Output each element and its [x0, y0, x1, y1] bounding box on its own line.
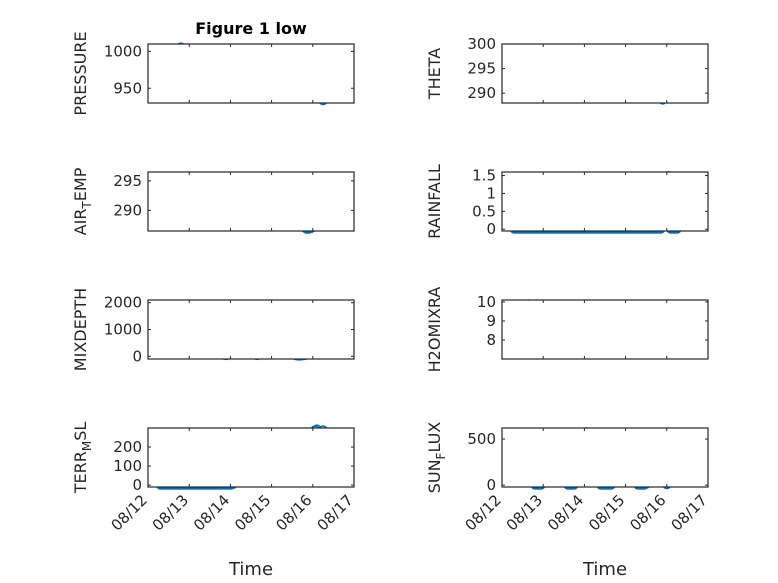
y-tick-label: 2000 [104, 294, 142, 312]
y-tick-label: 0.5 [472, 202, 496, 220]
y-axis-label: RAINFALL [425, 164, 444, 239]
y-tick-label: 1000 [104, 42, 142, 60]
y-tick-label: 500 [467, 430, 496, 448]
y-axis-label: TERRMSL [71, 422, 94, 495]
axes-frame [501, 171, 709, 232]
subplot-second-left: 290 295 AIRTEMP [71, 167, 355, 235]
subplot-top-right: 290 295 300 THETA [425, 35, 709, 105]
y-tick-label: 8 [486, 331, 496, 349]
y-tick-label: 950 [113, 79, 142, 97]
x-tick-label: 08/12 [462, 491, 505, 534]
x-tick-label: 08/17 [314, 491, 357, 534]
y-tick-label: 290 [113, 201, 142, 219]
y-tick-label: 1000 [104, 321, 142, 339]
y-axis-label: SUNFLUX [425, 422, 448, 494]
y-tick-label: 0 [132, 476, 142, 494]
x-tick-label: 08/15 [585, 491, 628, 534]
y-axis-label: PRESSURE [71, 31, 90, 115]
subplot-top-left: 950 1000 PRESSURE Figure 1 low [71, 19, 355, 116]
axes-frame [501, 427, 709, 488]
axes-frame [147, 171, 355, 232]
x-tick-label: 08/16 [626, 491, 669, 534]
axes-frame [147, 427, 355, 488]
y-tick-label: 9 [486, 312, 496, 330]
subplot-second-right: 00.511.5 RAINFALL [425, 164, 709, 239]
x-axis-label: Time [228, 559, 273, 580]
figure-title: Figure 1 low [195, 19, 307, 38]
x-axis-label: Time [582, 559, 627, 580]
y-axis-label: H2OMIXRA [425, 287, 444, 373]
axes-frame [147, 299, 355, 360]
y-tick-label: 100 [113, 457, 142, 475]
y-tick-label: 10 [477, 293, 496, 311]
axes-frame [501, 299, 709, 360]
y-tick-label: 300 [467, 35, 496, 53]
y-tick-label: 290 [467, 84, 496, 102]
axes-frame [147, 43, 355, 104]
x-tick-label: 08/13 [503, 491, 546, 534]
y-tick-label: 1 [486, 184, 496, 202]
x-tick-label: 08/13 [149, 491, 192, 534]
y-tick-label: 295 [113, 172, 142, 190]
subplot-third-left: 0 1000 2000 MIXDEPTH [71, 288, 355, 371]
axes-frame [501, 43, 709, 104]
y-axis-label: MIXDEPTH [71, 288, 90, 371]
x-tick-label: 08/12 [108, 491, 151, 534]
x-tick-label: 08/14 [544, 491, 587, 534]
x-tick-label: 08/17 [668, 491, 711, 534]
x-tick-label: 08/15 [231, 491, 274, 534]
y-tick-label: 200 [113, 438, 142, 456]
x-tick-label: 08/16 [272, 491, 315, 534]
y-tick-label: 1.5 [472, 167, 496, 185]
y-tick-label: 295 [467, 60, 496, 78]
y-axis-label: AIRTEMP [71, 167, 94, 235]
y-tick-label: 0 [132, 347, 142, 365]
y-tick-label: 0 [486, 220, 496, 238]
y-axis-label: THETA [425, 48, 444, 100]
y-tick-label: 0 [486, 476, 496, 494]
x-tick-label: 08/14 [190, 491, 233, 534]
